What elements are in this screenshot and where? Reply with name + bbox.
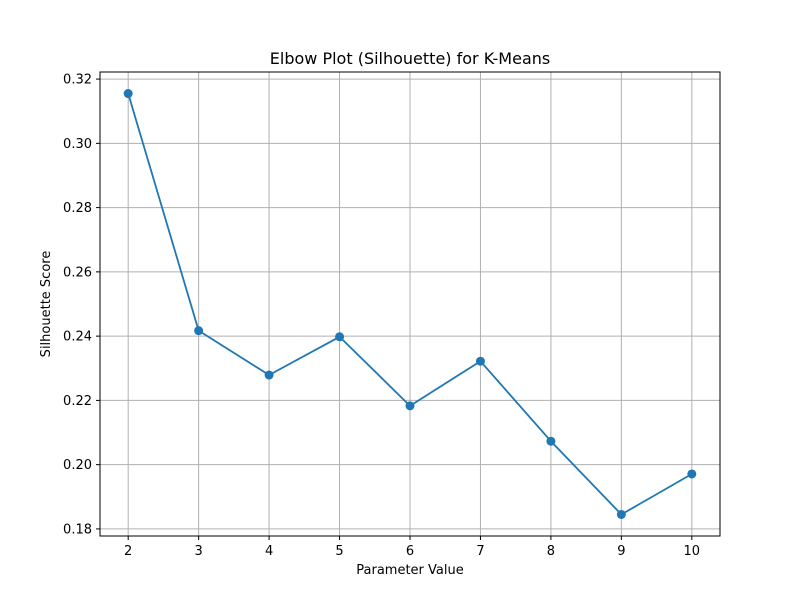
data-point: [123, 89, 133, 99]
data-point: [264, 370, 274, 380]
x-tick-label: 3: [194, 544, 202, 559]
data-point: [194, 326, 204, 336]
y-tick-label: 0.32: [63, 73, 92, 88]
y-tick-label: 0.28: [63, 201, 92, 216]
y-axis-label: Silhouette Score: [39, 251, 54, 358]
x-tick-label: 8: [547, 544, 555, 559]
data-point: [687, 469, 697, 479]
data-point: [405, 401, 415, 411]
x-tick-label: 5: [335, 544, 343, 559]
data-point: [546, 436, 556, 446]
y-tick-label: 0.18: [63, 522, 92, 537]
x-tick-label: 9: [617, 544, 625, 559]
grid: [100, 72, 720, 536]
chart-title: Elbow Plot (Silhouette) for K-Means: [270, 49, 550, 68]
x-tick-label: 7: [476, 544, 484, 559]
x-tick-label: 4: [265, 544, 273, 559]
y-tick-label: 0.30: [63, 137, 92, 152]
axis-ticks: 2 3 4 5 6 7 8 9 10 0.18 0.20 0.22 0.24 0.26 0.28 0.30 0.…: [63, 73, 700, 559]
x-tick-label: 6: [406, 544, 414, 559]
y-tick-label: 0.20: [63, 458, 92, 473]
data-point: [616, 509, 626, 519]
x-tick-label: 2: [124, 544, 132, 559]
data-series: [123, 89, 697, 519]
x-axis-label: Parameter Value: [356, 563, 463, 578]
y-tick-label: 0.22: [63, 394, 92, 409]
data-point: [335, 332, 345, 342]
y-tick-label: 0.26: [63, 265, 92, 280]
data-point: [475, 356, 485, 366]
x-tick-label: 10: [684, 544, 701, 559]
y-tick-label: 0.24: [63, 330, 92, 345]
